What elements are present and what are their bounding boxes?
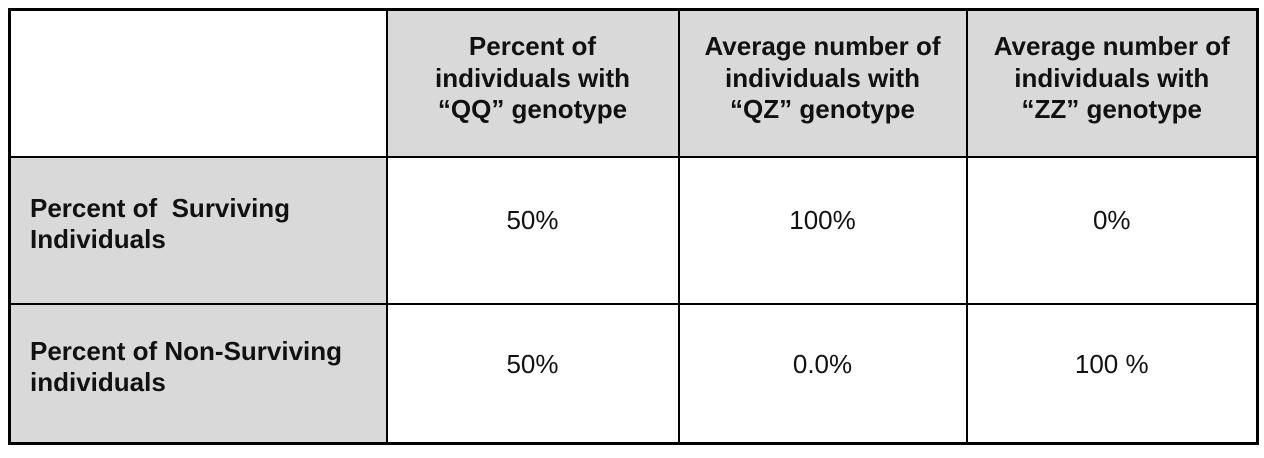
column-header-qz-genotype: Average number of individuals with “QZ” … bbox=[677, 8, 968, 158]
corner-cell bbox=[8, 8, 388, 158]
cell-non-surviving-zz: 100 % bbox=[965, 302, 1259, 445]
cell-surviving-qq: 50% bbox=[385, 155, 680, 305]
row-header-non-surviving: Percent of Non-Surviving individuals bbox=[8, 302, 388, 445]
cell-non-surviving-qq: 50% bbox=[385, 302, 680, 445]
cell-non-surviving-qz: 0.0% bbox=[677, 302, 968, 445]
table-row-non-surviving: Percent of Non-Surviving individuals 50%… bbox=[8, 302, 1259, 445]
cell-surviving-zz: 0% bbox=[965, 155, 1259, 305]
header-row: Percent of individuals with “QQ” genotyp… bbox=[8, 8, 1259, 158]
cell-surviving-qz: 100% bbox=[677, 155, 968, 305]
row-header-surviving: Percent of Surviving Individuals bbox=[8, 155, 388, 305]
genotype-survival-table: Percent of individuals with “QQ” genotyp… bbox=[8, 8, 1259, 445]
column-header-zz-genotype: Average number of individuals with “ZZ” … bbox=[965, 8, 1259, 158]
column-header-qq-genotype: Percent of individuals with “QQ” genotyp… bbox=[385, 8, 680, 158]
table-row-surviving: Percent of Surviving Individuals 50% 100… bbox=[8, 155, 1259, 305]
